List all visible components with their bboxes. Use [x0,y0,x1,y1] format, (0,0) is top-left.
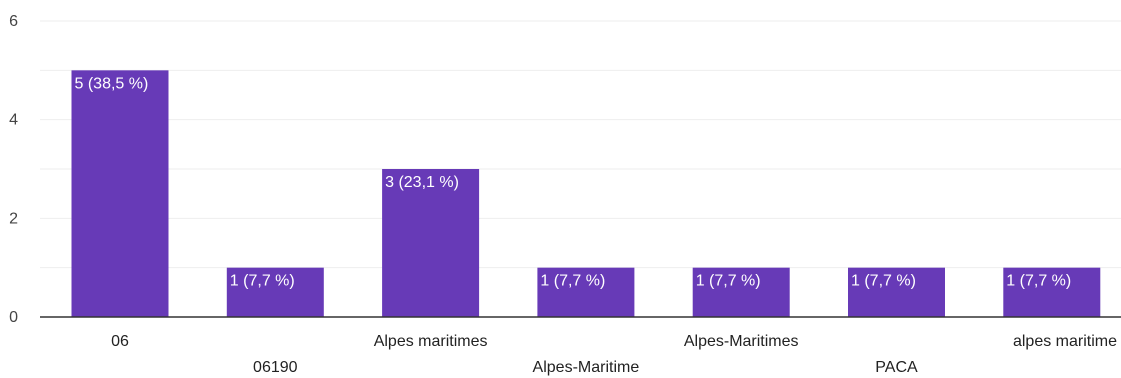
y-tick-label: 4 [9,112,18,129]
bar-data-label: 5 (38,5 %) [75,75,149,92]
y-tick-label: 2 [9,210,18,227]
y-tick-label: 6 [9,13,18,30]
bar [848,267,945,317]
bar-data-label: 1 (7,7 %) [696,273,761,290]
x-category-label: Alpes-Maritime [533,359,640,376]
bars [71,70,1101,317]
bar [382,169,480,317]
bar-data-label: 1 (7,7 %) [851,273,916,290]
y-axis: 0 2 4 6 [9,13,18,326]
bar-data-label: 1 (7,7 %) [1006,273,1071,290]
x-category-label: alpes maritime [1013,333,1117,350]
x-category-label: PACA [875,359,918,376]
x-category-label: 06 [111,333,129,350]
bar [1003,267,1101,317]
bar [226,267,324,317]
bar [692,267,790,317]
x-axis-labels: 06 06190 Alpes maritimes Alpes-Maritime Alpe… [111,333,1117,376]
x-category-label: Alpes-Maritimes [684,333,799,350]
x-category-label: 06190 [253,359,298,376]
x-category-label: Alpes maritimes [374,333,488,350]
bar [71,70,169,317]
bar-data-label: 3 (23,1 %) [385,174,459,191]
y-tick-label: 0 [9,309,18,326]
bar [537,267,635,317]
bar-data-labels: 5 (38,5 %) 1 (7,7 %) 3 (23,1 %) 1 (7,7 %) 1 … [75,75,1072,289]
bar-data-label: 1 (7,7 %) [540,273,605,290]
bar-data-label: 1 (7,7 %) [230,273,295,290]
grid-lines [40,20,1121,269]
